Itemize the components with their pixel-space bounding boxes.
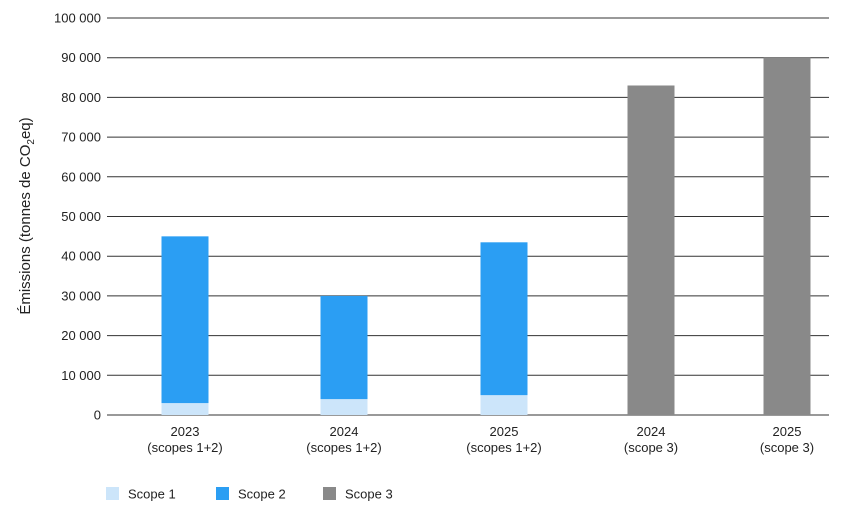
bar-segment-scope-1 (480, 395, 528, 415)
x-category-scope: (scopes 1+2) (147, 440, 223, 455)
bars (161, 57, 811, 416)
y-axis-label-subscript: 2 (26, 139, 37, 145)
x-category-year: 2024 (637, 424, 666, 439)
bar-segment-scope-3 (763, 57, 811, 415)
legend-label: Scope 1 (128, 487, 176, 502)
x-category-year: 2025 (490, 424, 519, 439)
x-axis-category-labels: 2023(scopes 1+2)2024(scopes 1+2)2025(sco… (147, 424, 814, 455)
y-tick-label: 90 000 (61, 50, 101, 65)
x-category-scope: (scope 3) (760, 440, 814, 455)
bar-segment-scope-1 (320, 399, 368, 415)
bar-segment-scope-1 (161, 403, 209, 415)
x-category-year: 2024 (330, 424, 359, 439)
x-category-scope: (scopes 1+2) (466, 440, 542, 455)
y-tick-label: 50 000 (61, 209, 101, 224)
x-category-scope: (scopes 1+2) (306, 440, 382, 455)
legend-label: Scope 3 (345, 487, 393, 502)
legend-label: Scope 2 (238, 487, 286, 502)
y-tick-label: 70 000 (61, 130, 101, 145)
bar-segment-scope-2 (480, 242, 528, 396)
legend-swatch (323, 487, 336, 500)
y-axis-label: Émissions (tonnes de CO2eq) (17, 117, 37, 314)
y-tick-label: 20 000 (61, 328, 101, 343)
gridlines (107, 17, 829, 416)
legend-swatch (106, 487, 119, 500)
y-tick-label: 0 (94, 408, 101, 423)
bar-segment-scope-2 (320, 295, 368, 400)
y-tick-label: 60 000 (61, 169, 101, 184)
y-tick-label: 100 000 (54, 11, 101, 26)
y-tick-label: 10 000 (61, 368, 101, 383)
x-category-year: 2025 (773, 424, 802, 439)
y-axis-label-prefix: Émissions (tonnes de CO (17, 145, 34, 315)
bar-segment-scope-3 (627, 85, 675, 416)
legend: Scope 1 Scope 2 Scope 3 (106, 487, 393, 502)
y-tick-label: 40 000 (61, 249, 101, 264)
y-axis-tick-labels: 0 10 000 20 000 30 000 40 000 50 000 60 000 70 … (54, 11, 101, 423)
legend-swatch (216, 487, 229, 500)
y-tick-label: 30 000 (61, 288, 101, 303)
x-category-scope: (scope 3) (624, 440, 678, 455)
x-category-year: 2023 (171, 424, 200, 439)
bar-segment-scope-2 (161, 236, 209, 404)
y-axis-label-suffix: eq) (17, 117, 34, 139)
y-tick-label: 80 000 (61, 90, 101, 105)
